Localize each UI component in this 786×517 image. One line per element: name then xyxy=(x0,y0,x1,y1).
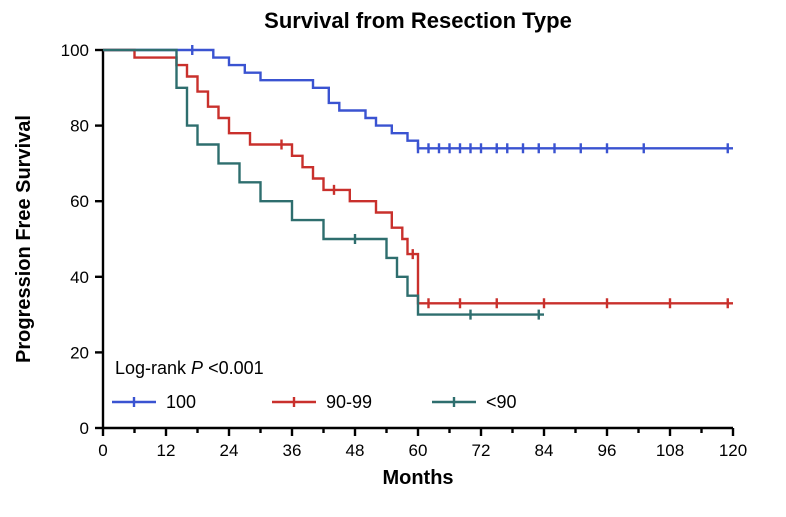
legend-label-1: 90-99 xyxy=(326,392,372,412)
y-tick-label: 20 xyxy=(70,343,89,362)
y-tick-label: 0 xyxy=(80,419,89,438)
x-tick-label: 24 xyxy=(220,441,239,460)
legend-label-0: 100 xyxy=(166,392,196,412)
x-tick-label: 60 xyxy=(409,441,428,460)
x-tick-label: 96 xyxy=(598,441,617,460)
x-tick-label: 48 xyxy=(346,441,365,460)
x-tick-label: 0 xyxy=(98,441,107,460)
km-survival-chart: Survival from Resection Type 0 12 24 36 48 60 7… xyxy=(0,0,786,517)
stat-text: Log-rank P <0.001 xyxy=(115,358,264,378)
y-tick-label: 100 xyxy=(61,41,89,60)
x-tick-label: 36 xyxy=(283,441,302,460)
x-tick-label: 72 xyxy=(472,441,491,460)
x-tick-label: 12 xyxy=(157,441,176,460)
y-tick-label: 40 xyxy=(70,268,89,287)
x-axis-title: Months xyxy=(382,467,453,489)
x-tick-label: 120 xyxy=(719,441,747,460)
series-line-1 xyxy=(103,50,733,303)
legend-label-2: <90 xyxy=(486,392,517,412)
y-tick-label: 60 xyxy=(70,192,89,211)
x-tick-label: 84 xyxy=(535,441,554,460)
y-axis-title: Progression Free Survival xyxy=(13,115,35,363)
chart-title: Survival from Resection Type xyxy=(264,8,572,33)
y-tick-label: 80 xyxy=(70,117,89,136)
x-tick-label: 108 xyxy=(656,441,684,460)
